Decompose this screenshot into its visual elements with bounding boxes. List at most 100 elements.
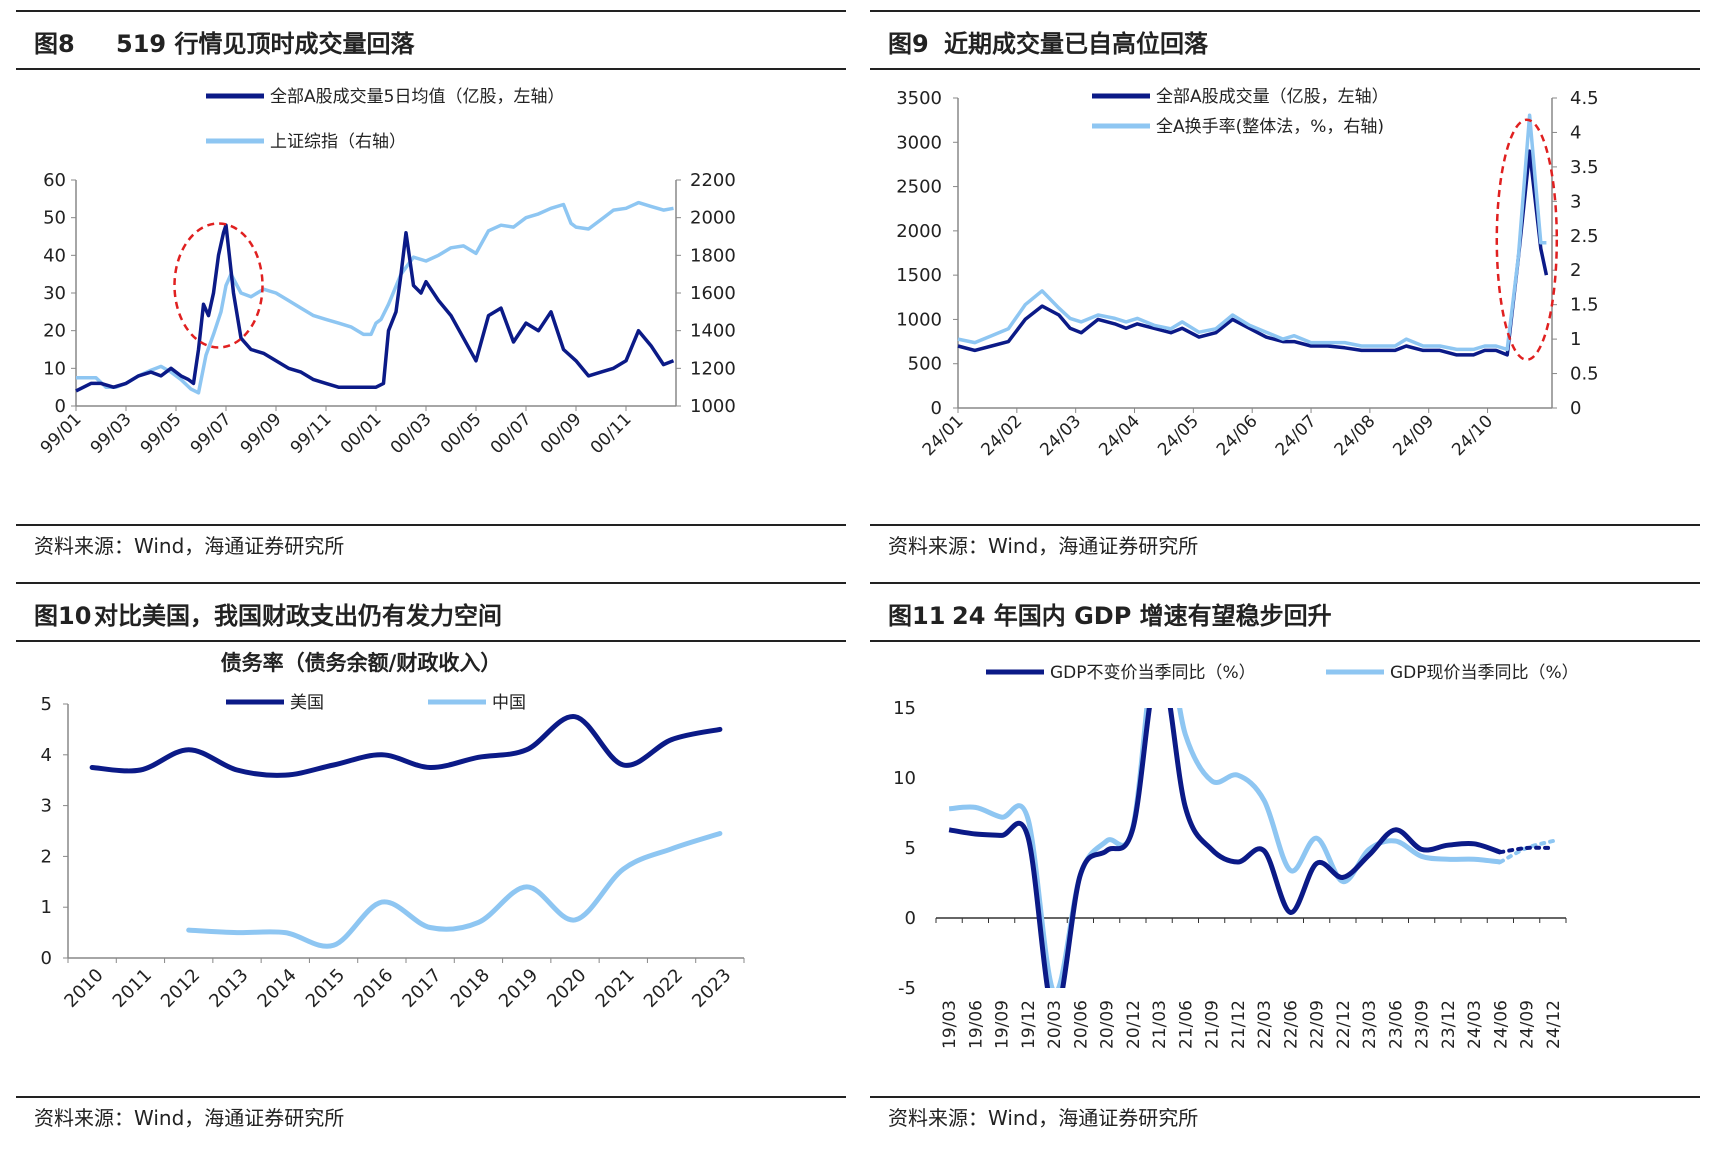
x-tick-label: 24/06 <box>1491 1000 1511 1049</box>
right-tick-label: 1.5 <box>1570 295 1599 316</box>
x-tick-label: 24/06 <box>1213 411 1262 460</box>
highlight-ellipse <box>1495 118 1559 361</box>
x-tick-label: 24/12 <box>1544 1000 1564 1049</box>
left-tick-label: 10 <box>43 358 66 379</box>
left-tick-label: 2000 <box>896 221 942 242</box>
y-tick-label: 0 <box>905 908 916 929</box>
chart-title: 债务率（债务余额/财政收入） <box>221 651 502 675</box>
left-tick-label: 500 <box>908 354 942 375</box>
x-tick-label: 2022 <box>640 965 687 1012</box>
x-tick-label: 24/10 <box>1448 411 1497 460</box>
x-tick-label: 2010 <box>60 965 107 1012</box>
y-tick-label: -5 <box>898 978 916 999</box>
x-tick-label: 2014 <box>254 965 301 1012</box>
x-tick-label: 22/06 <box>1281 1000 1301 1049</box>
x-tick-label: 20/09 <box>1098 1000 1118 1049</box>
legend-gdp-real-label: GDP不变价当季同比（%） <box>1050 663 1256 683</box>
right-tick-label: 0.5 <box>1570 364 1599 385</box>
legend-gdp-nominal-label: GDP现价当季同比（%） <box>1390 663 1579 683</box>
x-tick-label: 24/03 <box>1036 411 1085 460</box>
right-tick-label: 1000 <box>690 396 736 417</box>
figure-11-title: 24 年国内 GDP 增速有望稳步回升 <box>952 602 1332 630</box>
y-tick-label: 2 <box>41 846 52 867</box>
x-tick-label: 23/03 <box>1360 1000 1380 1049</box>
x-tick-label: 99/05 <box>137 409 186 458</box>
x-tick-label: 23/09 <box>1413 1000 1433 1049</box>
x-tick-label: 2011 <box>109 965 156 1012</box>
x-tick-label: 00/07 <box>487 409 536 458</box>
x-tick-label: 00/09 <box>537 409 586 458</box>
x-tick-label: 99/07 <box>187 409 236 458</box>
figure-8-chart: 0 10 20 30 40 50 60 1000 1200 1400 1600 1800 2000 220… <box>37 87 736 458</box>
legend-volume-label: 全部A股成交量5日均值（亿股，左轴） <box>270 87 564 107</box>
legend-index-label: 上证综指（右轴） <box>270 132 406 152</box>
series-shanghai-composite-line <box>76 200 674 395</box>
left-tick-label: 3000 <box>896 132 942 153</box>
right-tick-label: 1200 <box>690 358 736 379</box>
legend-turnover-label: 全A换手率(整体法，%，右轴) <box>1156 117 1384 137</box>
y-tick-label: 1 <box>41 897 52 918</box>
series-gdp-real-line <box>948 708 1502 988</box>
right-tick-label: 2200 <box>690 170 736 191</box>
x-tick-label: 24/09 <box>1389 411 1438 460</box>
legend-volume-label: 全部A股成交量（亿股，左轴） <box>1156 87 1389 107</box>
left-tick-label: 30 <box>43 283 66 304</box>
figure-9-source: 资料来源：Wind，海通证券研究所 <box>870 524 1700 566</box>
right-tick-label: 4 <box>1570 122 1581 143</box>
x-tick-label: 19/03 <box>940 1000 960 1049</box>
figure-11-header: 图11 24 年国内 GDP 增速有望稳步回升 <box>870 582 1700 642</box>
series-gdp-nominal-line <box>948 708 1501 988</box>
x-tick-label: 2018 <box>447 965 494 1012</box>
x-tick-label: 22/03 <box>1255 1000 1275 1049</box>
figure-8-header: 图8 519 行情见顶时成交量回落 <box>16 10 846 70</box>
y-tick-label: 0 <box>41 948 52 969</box>
x-tick-label: 23/06 <box>1386 1000 1406 1049</box>
x-tick-label: 21/06 <box>1176 1000 1196 1049</box>
x-tick-label: 24/08 <box>1331 411 1380 460</box>
x-tick-label: 24/05 <box>1154 411 1203 460</box>
figure-11-chart: -5 0 5 10 15 19/03 19/06 19/09 19/12 20/03 20/06 20… <box>893 663 1579 1049</box>
x-tick-label: 00/05 <box>437 409 486 458</box>
highlight-ellipse <box>173 222 264 349</box>
figure-8-title: 519 行情见顶时成交量回落 <box>116 30 415 58</box>
figure-11-panel: 图11 24 年国内 GDP 增速有望稳步回升 -5 0 5 10 15 19/03 19/… <box>870 582 1700 1152</box>
series-volume-5d-line <box>75 223 675 393</box>
right-tick-label: 2 <box>1570 260 1581 281</box>
right-tick-label: 3 <box>1570 191 1581 212</box>
y-tick-label: 4 <box>41 745 52 766</box>
figure-10-title: 对比美国，我国财政支出仍有发力空间 <box>94 602 502 630</box>
x-tick-label: 19/09 <box>993 1000 1013 1049</box>
x-tick-label: 24/03 <box>1465 1000 1485 1049</box>
figure-8-source: 资料来源：Wind，海通证券研究所 <box>16 524 846 566</box>
x-tick-label: 99/09 <box>237 409 286 458</box>
left-tick-label: 0 <box>55 396 66 417</box>
figure-9-panel: 图9 近期成交量已自高位回落 0 500 1000 1500 2000 2500 3000 3… <box>870 10 1700 580</box>
left-tick-label: 60 <box>43 170 66 191</box>
legend-us-label: 美国 <box>290 693 324 713</box>
x-tick-label: 24/09 <box>1518 1000 1538 1049</box>
x-tick-label: 22/09 <box>1308 1000 1328 1049</box>
right-tick-label: 2.5 <box>1570 226 1599 247</box>
figure-8-number: 图8 <box>34 30 75 58</box>
x-tick-label: 20/06 <box>1071 1000 1091 1049</box>
figure-11-number: 图11 <box>888 602 946 630</box>
x-tick-label: 24/07 <box>1272 411 1321 460</box>
x-tick-label: 2012 <box>157 965 204 1012</box>
legend-china-label: 中国 <box>492 693 526 713</box>
figure-8-panel: 图8 519 行情见顶时成交量回落 0 10 20 30 40 50 60 1000 1200 1… <box>16 10 846 580</box>
x-tick-label: 19/06 <box>966 1000 986 1049</box>
right-tick-label: 1400 <box>690 321 736 342</box>
left-tick-label: 0 <box>931 398 942 419</box>
figure-10-source: 资料来源：Wind，海通证券研究所 <box>16 1096 846 1138</box>
series-us-line <box>89 714 723 778</box>
right-tick-label: 1600 <box>690 283 736 304</box>
x-tick-label: 00/11 <box>587 409 636 458</box>
x-tick-label: 24/04 <box>1095 411 1144 460</box>
figure-10-panel: 图10 对比美国，我国财政支出仍有发力空间 债务率（债务余额/财政收入） 0 1 2 3… <box>16 582 846 1152</box>
figure-10-header: 图10 对比美国，我国财政支出仍有发力空间 <box>16 582 846 642</box>
left-tick-label: 1000 <box>896 309 942 330</box>
x-tick-label: 2023 <box>688 965 735 1012</box>
left-tick-label: 20 <box>43 321 66 342</box>
y-tick-label: 5 <box>41 694 52 715</box>
figure-11-source: 资料来源：Wind，海通证券研究所 <box>870 1096 1700 1138</box>
